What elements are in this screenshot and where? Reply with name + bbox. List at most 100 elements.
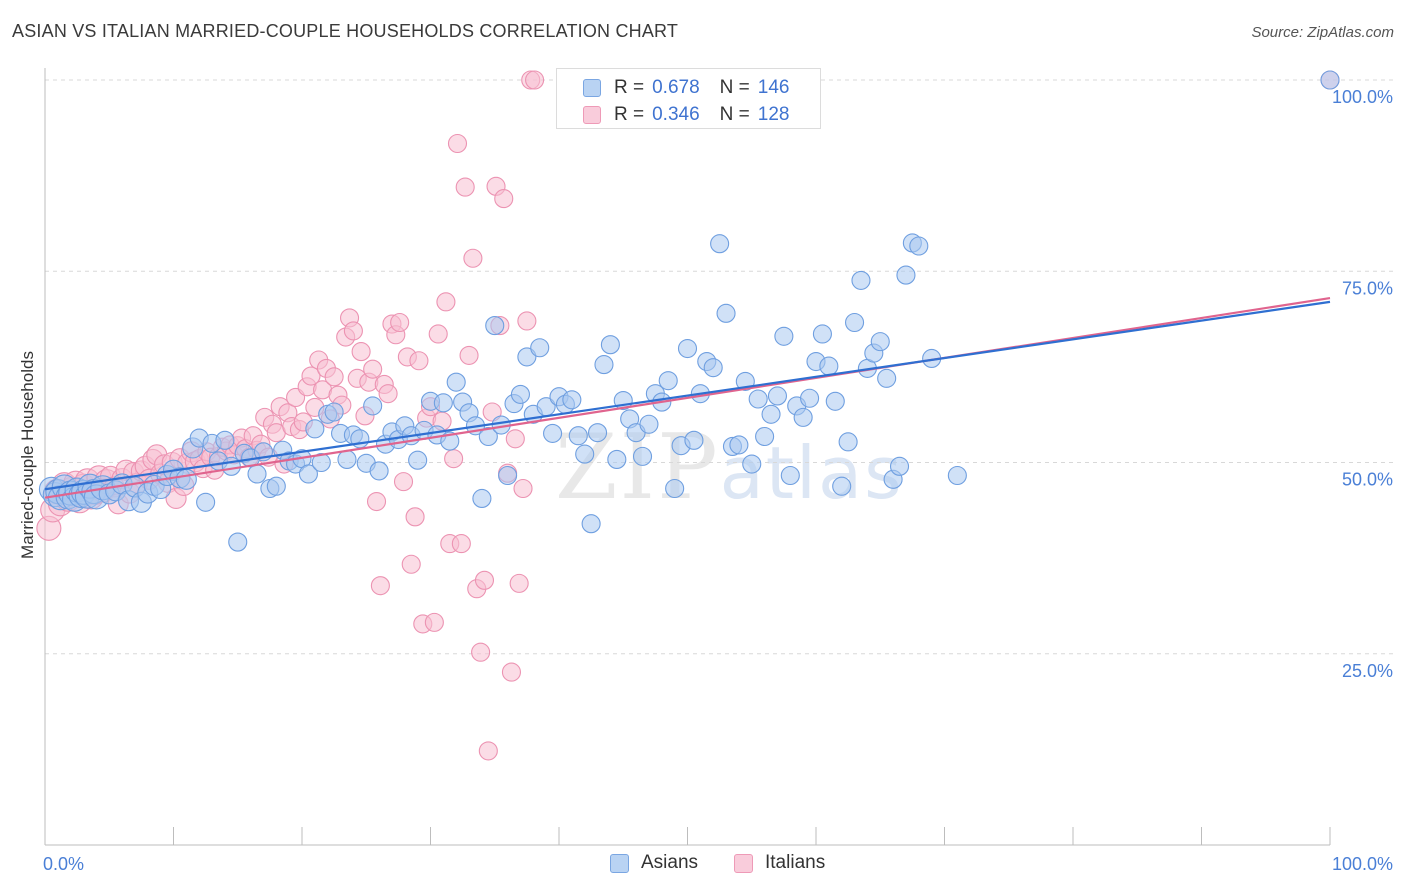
r-key: R = <box>614 77 645 98</box>
axes <box>44 68 1331 846</box>
y-tick-label: 50.0% <box>1342 470 1393 490</box>
asian-point <box>838 432 858 452</box>
italian-point <box>482 402 502 422</box>
asian-point <box>703 358 723 378</box>
italian-point <box>363 359 383 379</box>
italian-point <box>471 642 491 662</box>
asian-point <box>800 388 820 408</box>
n-key: N = <box>719 104 750 125</box>
asian-point <box>305 419 325 439</box>
asian-point <box>498 465 518 486</box>
asian-point <box>600 335 620 355</box>
asian-point <box>684 430 704 450</box>
asian-point <box>896 265 916 285</box>
asian-point <box>175 468 197 490</box>
asian-point <box>196 492 216 512</box>
italian-point <box>401 554 421 574</box>
italian-point <box>301 366 321 386</box>
correlation-legend: R = 0.678 N = 146 R = 0.346 N = 128 <box>556 68 821 129</box>
x-tick-label: 100.0% <box>1332 854 1393 874</box>
italian-point <box>366 491 387 512</box>
legend-row-italians: R = 0.346 N = 128 <box>583 104 789 126</box>
asian-point <box>947 465 967 486</box>
asian-point <box>755 426 775 447</box>
asian-point <box>677 338 698 359</box>
n-value: 146 <box>757 77 790 98</box>
asian-point <box>748 389 768 409</box>
italian-point <box>501 662 522 682</box>
asian-point <box>819 356 839 376</box>
asian-point <box>767 386 788 406</box>
italian-point <box>447 133 468 154</box>
italian-point <box>370 576 390 596</box>
asian-point <box>247 464 267 484</box>
tick-labels: 25.0% 50.0% 75.0% 100.0% 0.0% 100.0% <box>43 87 1393 874</box>
italian-point <box>505 429 525 449</box>
asian-point <box>266 476 286 496</box>
trend-lines <box>44 296 1331 499</box>
asian-point <box>433 393 453 413</box>
asian-point <box>363 396 383 416</box>
asian-point <box>369 461 389 481</box>
italian-swatch <box>583 106 601 124</box>
asian-point <box>408 450 428 470</box>
asian-point <box>825 391 845 411</box>
asian-point <box>472 488 492 509</box>
asian-point <box>851 270 871 290</box>
chart-title: ASIAN VS ITALIAN MARRIED-COUPLE HOUSEHOL… <box>12 21 679 41</box>
italian-point <box>351 342 371 362</box>
asian-point <box>710 234 730 254</box>
italian-point <box>378 384 398 404</box>
italian-point <box>424 612 444 632</box>
asian-point <box>530 338 550 358</box>
italian-point <box>474 570 495 590</box>
italian-point <box>428 324 448 344</box>
italian-point <box>494 189 514 209</box>
r-value: 0.678 <box>652 77 700 98</box>
legend-item-asians[interactable]: Asians <box>610 852 698 874</box>
italian-point <box>409 351 429 371</box>
asian-point <box>780 465 800 486</box>
italian-swatch <box>734 853 753 873</box>
series-legend: Asians Italians <box>0 852 1406 876</box>
asian-point <box>485 316 505 336</box>
legend-label-asians: Asians <box>641 852 699 873</box>
asian-point <box>594 355 614 375</box>
asian-point <box>337 449 357 469</box>
asian-point <box>517 347 537 367</box>
r-value: 0.346 <box>652 104 700 125</box>
italian-point <box>513 478 533 499</box>
italian-point <box>525 70 545 90</box>
asian-point <box>742 454 762 474</box>
asian-point <box>575 444 595 464</box>
asian-swatch <box>610 853 629 873</box>
italian-point <box>459 345 479 365</box>
asian-point <box>761 404 781 424</box>
asian-point <box>832 476 852 496</box>
source-credit[interactable]: Source: ZipAtlas.com <box>1251 24 1394 41</box>
italian-point <box>478 741 498 761</box>
asian-point <box>793 407 813 427</box>
legend-item-italians[interactable]: Italians <box>734 852 825 874</box>
asian-point <box>1320 70 1340 90</box>
asian-point <box>716 303 736 323</box>
x-tick-label: 0.0% <box>43 854 84 874</box>
italian-point <box>393 472 414 492</box>
asian-point <box>324 402 344 422</box>
italian-point <box>455 177 475 197</box>
asian-point <box>298 464 318 484</box>
asian-point <box>812 324 832 344</box>
asian-point <box>587 423 608 443</box>
italian-point <box>509 573 529 593</box>
italian-point <box>390 312 410 333</box>
asian-point <box>729 435 749 455</box>
asian-point <box>774 326 794 346</box>
asian-point <box>665 478 685 499</box>
asian-point <box>311 452 331 473</box>
asian-point <box>228 532 248 552</box>
asian-point <box>889 456 910 476</box>
asian-point <box>844 312 865 333</box>
italian-point <box>436 292 456 312</box>
asian-point <box>510 384 531 404</box>
